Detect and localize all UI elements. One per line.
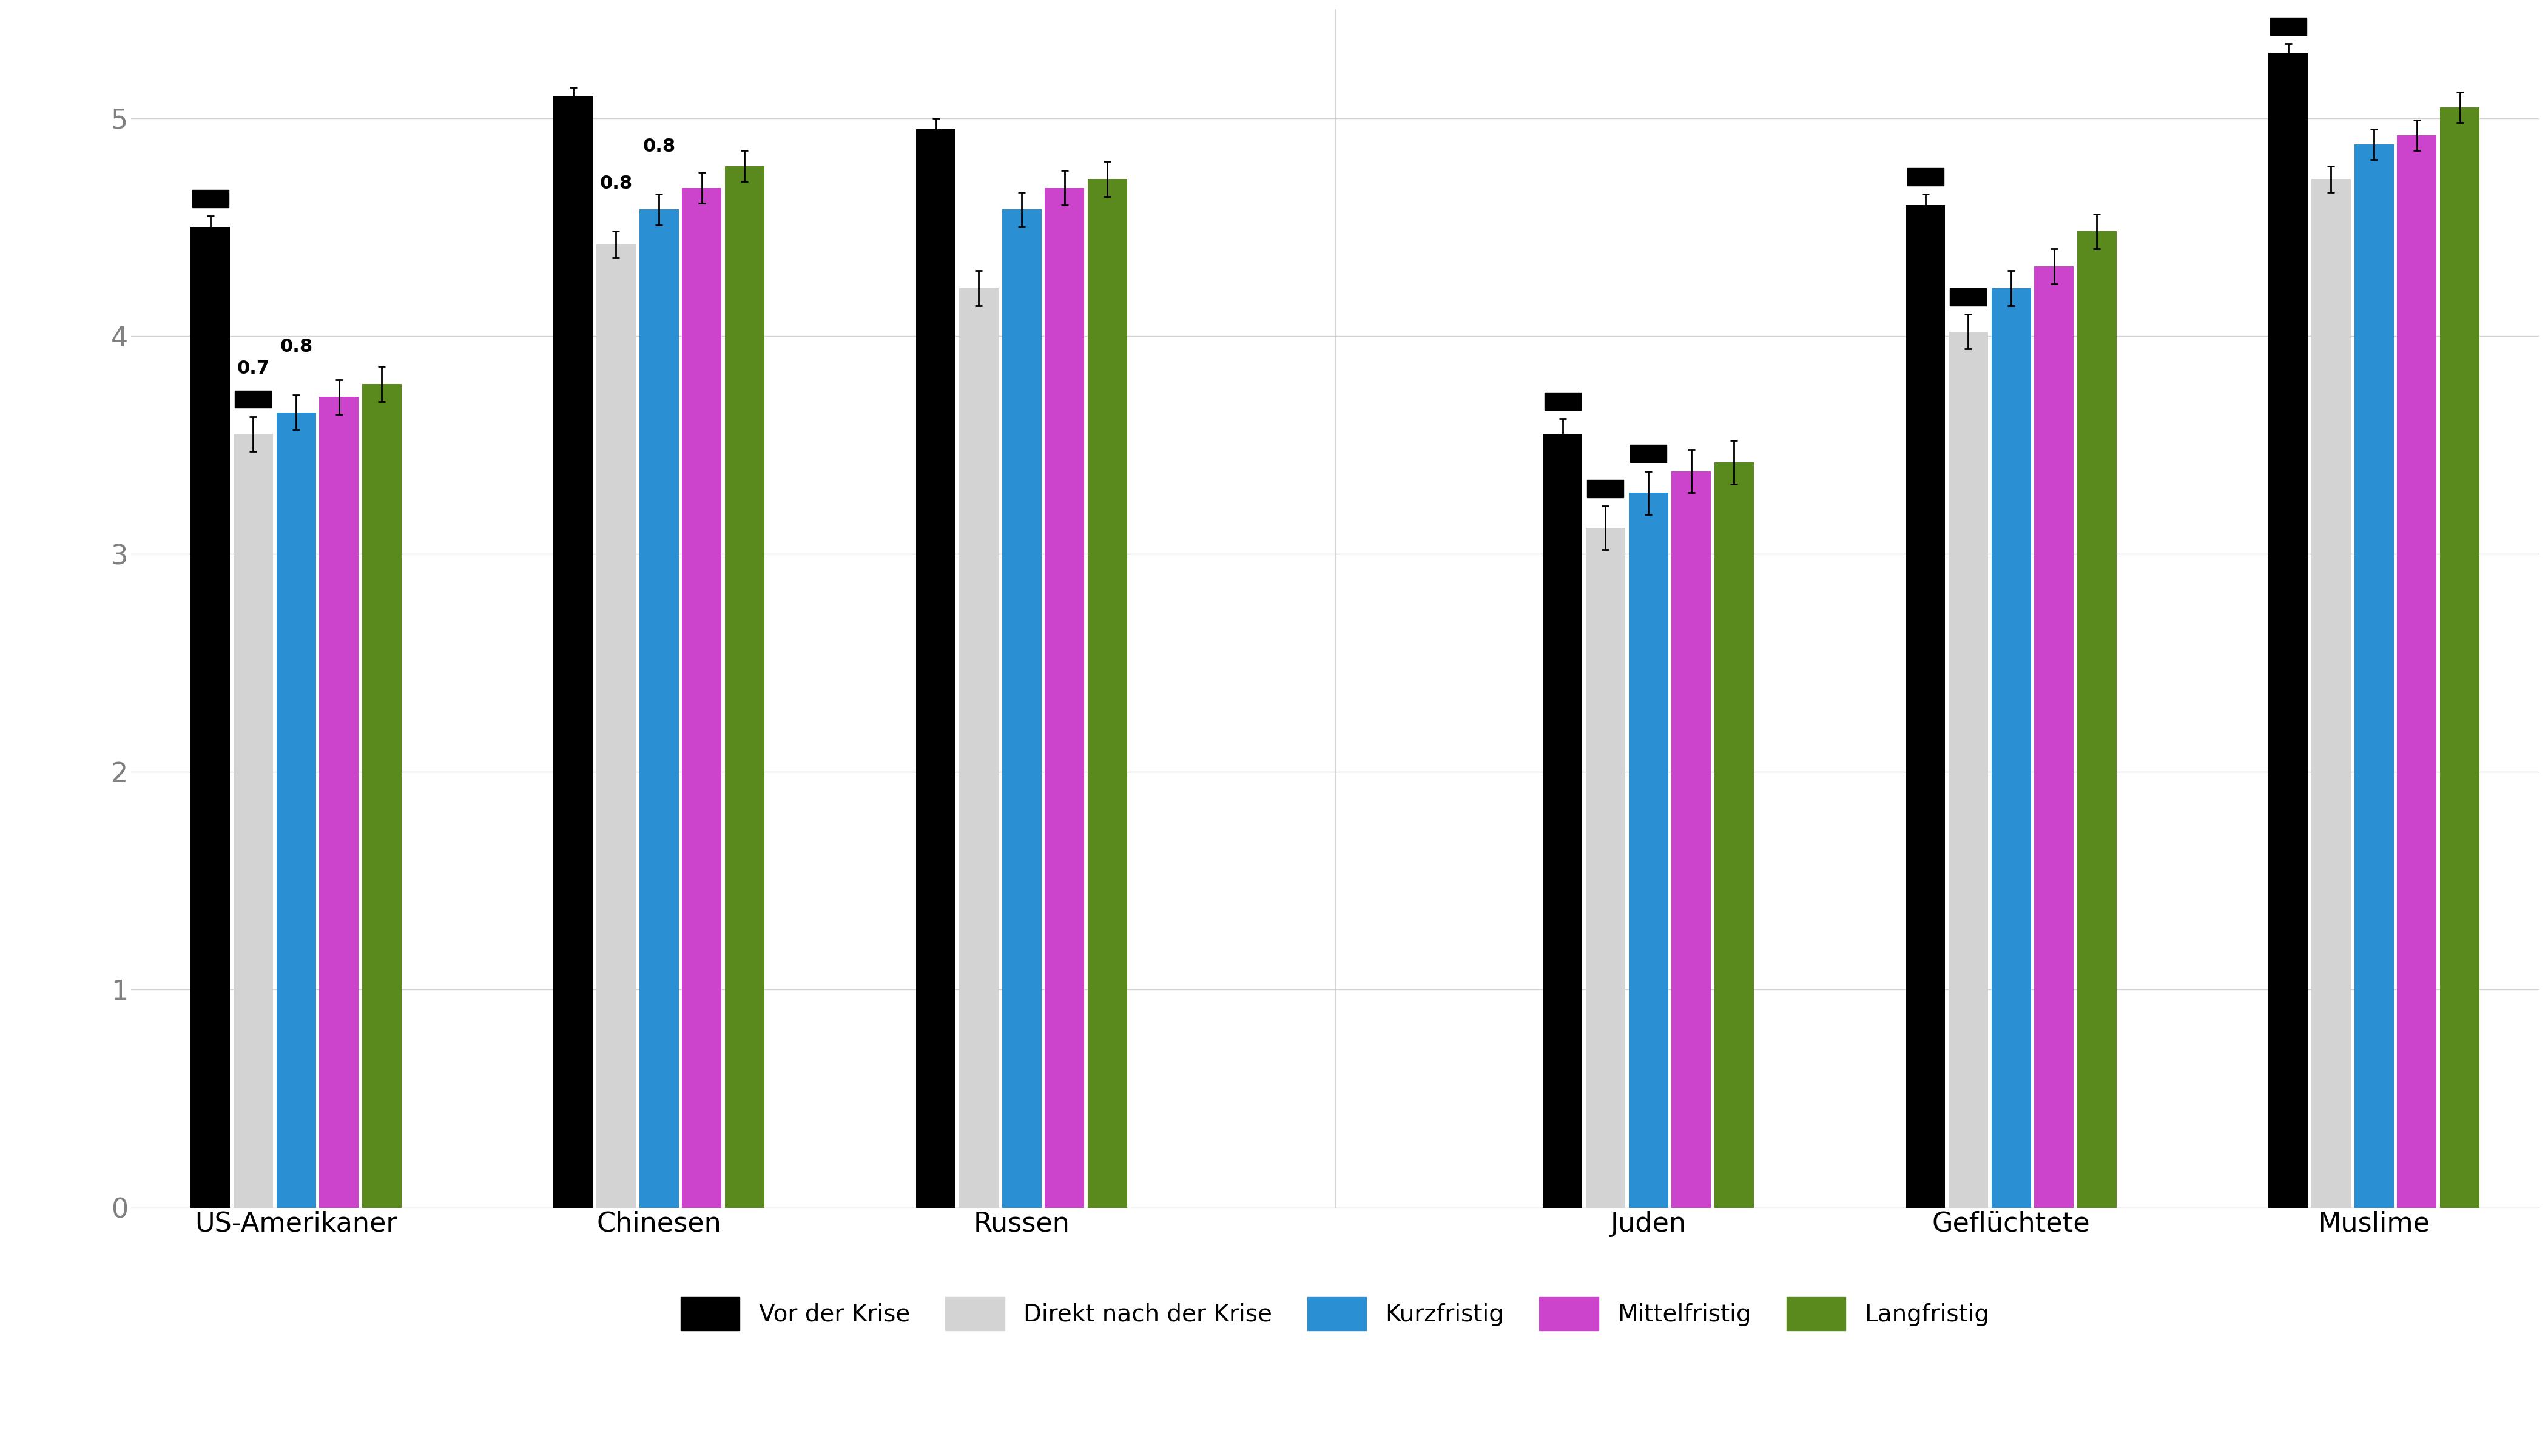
- Bar: [1001, 210, 1042, 1207]
- Bar: [318, 397, 359, 1207]
- Bar: [1544, 434, 1582, 1207]
- Bar: [1908, 169, 1944, 185]
- Bar: [2441, 108, 2479, 1207]
- Text: 0.7: 0.7: [237, 360, 270, 377]
- Text: 0.8: 0.8: [642, 137, 675, 156]
- Bar: [1587, 480, 1623, 498]
- Bar: [1906, 205, 1944, 1207]
- Bar: [1544, 393, 1580, 411]
- Text: 0.8: 0.8: [599, 175, 632, 192]
- Text: 0.8: 0.8: [280, 338, 313, 355]
- Bar: [1045, 188, 1085, 1207]
- Bar: [234, 434, 273, 1207]
- Bar: [2268, 52, 2308, 1207]
- Bar: [1715, 463, 1753, 1207]
- Bar: [596, 245, 637, 1207]
- Bar: [2077, 232, 2117, 1207]
- Bar: [2270, 17, 2306, 35]
- Legend: Vor der Krise, Direkt nach der Krise, Kurzfristig, Mittelfristig, Langfristig: Vor der Krise, Direkt nach der Krise, Ku…: [670, 1287, 1998, 1340]
- Bar: [683, 188, 721, 1207]
- Bar: [191, 227, 229, 1207]
- Bar: [2398, 135, 2436, 1207]
- Bar: [1671, 472, 1710, 1207]
- Bar: [726, 166, 764, 1207]
- Bar: [2354, 144, 2393, 1207]
- Bar: [275, 412, 316, 1207]
- Bar: [1631, 446, 1666, 463]
- Bar: [191, 189, 229, 207]
- Bar: [1949, 332, 1987, 1207]
- Bar: [1628, 494, 1669, 1207]
- Bar: [234, 390, 273, 408]
- Bar: [1949, 288, 1987, 306]
- Bar: [1993, 288, 2031, 1207]
- Bar: [917, 130, 956, 1207]
- Bar: [640, 210, 678, 1207]
- Bar: [1585, 527, 1626, 1207]
- Bar: [362, 384, 403, 1207]
- Bar: [1088, 179, 1126, 1207]
- Bar: [2033, 266, 2074, 1207]
- Bar: [958, 288, 999, 1207]
- Bar: [2311, 179, 2352, 1207]
- Bar: [553, 96, 594, 1207]
